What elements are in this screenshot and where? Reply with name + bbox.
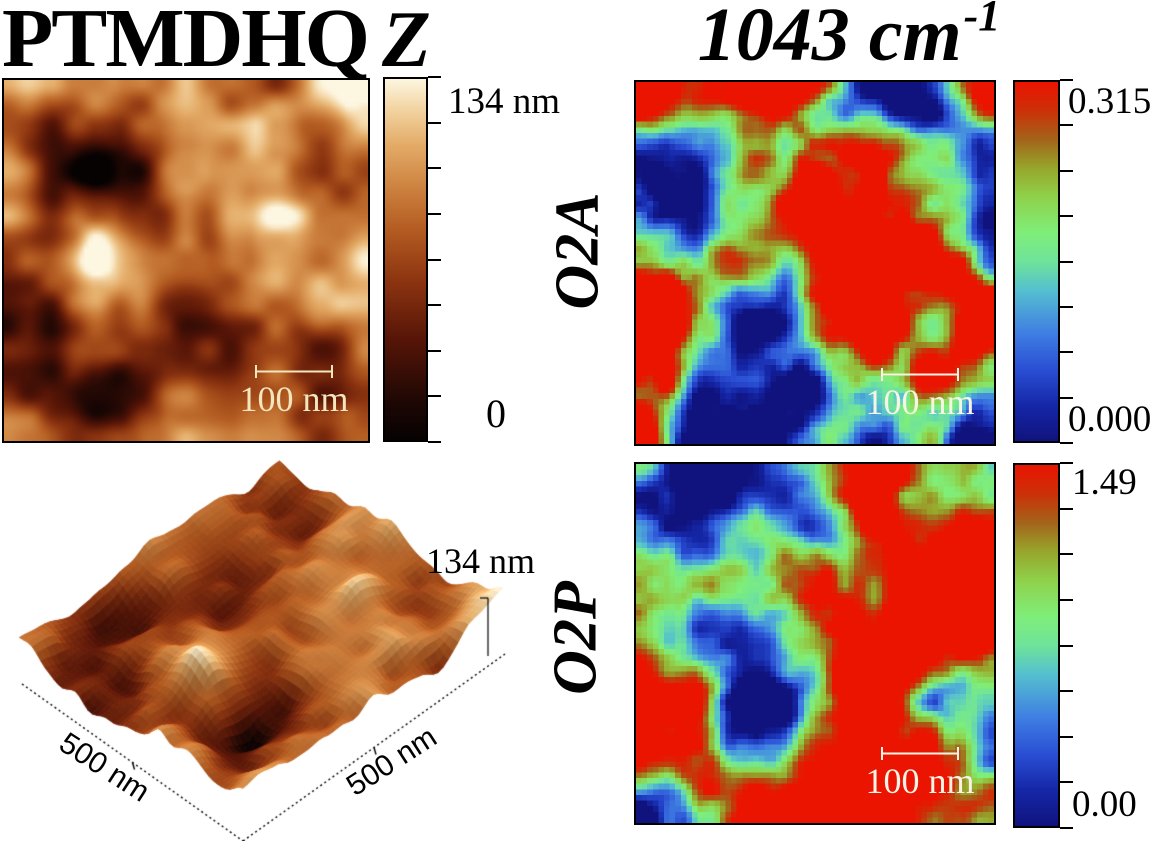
- scale-bar-line: [881, 747, 959, 760]
- topography-colorbar-max: 134 nm: [448, 81, 561, 122]
- scale-bar-label: 100 nm: [865, 382, 975, 422]
- scale-bar-o2p: 100 nm: [850, 747, 990, 799]
- surface-height-label: 134 nm: [426, 541, 536, 581]
- o2p-map-canvas: [636, 464, 994, 823]
- o2a-map-canvas: [636, 82, 994, 444]
- o2p-colorbar-ticks: [1060, 462, 1073, 829]
- o2a-colorbar-max: 0.315: [1068, 81, 1152, 122]
- wavenumber-title: 1043 cm-1: [648, 0, 1048, 79]
- afm-topography-canvas: [4, 80, 368, 441]
- o2p-colorbar: [1013, 463, 1060, 828]
- o2a-colorbar: [1013, 80, 1060, 443]
- scale-bar-o2a: 100 nm: [850, 368, 990, 420]
- afm-3d-surface-canvas: [0, 440, 560, 841]
- topography-colorbar-min: 0: [486, 391, 506, 436]
- topography-colorbar: [383, 77, 428, 442]
- o2p-colorbar-max: 1.49: [1072, 462, 1137, 503]
- o2p-colorbar-min: 0.00: [1072, 784, 1137, 825]
- afm-topography-image: 100 nm: [2, 78, 370, 443]
- o2a-colorbar-ticks: [1060, 79, 1073, 444]
- o2a-colorbar-min: 0.000: [1068, 399, 1152, 440]
- scale-bar-topography: 100 nm: [224, 365, 364, 417]
- wavenumber-base: 1043 cm: [697, 0, 962, 77]
- height-channel-label: Z: [381, 0, 431, 84]
- topography-colorbar-ticks: [428, 76, 441, 443]
- o2a-ratio-map: 100 nm: [634, 80, 996, 446]
- scale-bar-line: [881, 368, 959, 381]
- scale-bar-label: 100 nm: [865, 761, 975, 801]
- sample-title: PTMDHQ Z: [2, 0, 431, 87]
- scale-bar-line: [255, 365, 333, 378]
- sample-title-text: PTMDHQ: [2, 0, 370, 85]
- row-label-o2a: O2A: [543, 192, 612, 310]
- scale-bar-label: 100 nm: [239, 379, 349, 419]
- o2p-ratio-map: 100 nm: [634, 462, 996, 825]
- wavenumber-exponent: -1: [963, 0, 1001, 40]
